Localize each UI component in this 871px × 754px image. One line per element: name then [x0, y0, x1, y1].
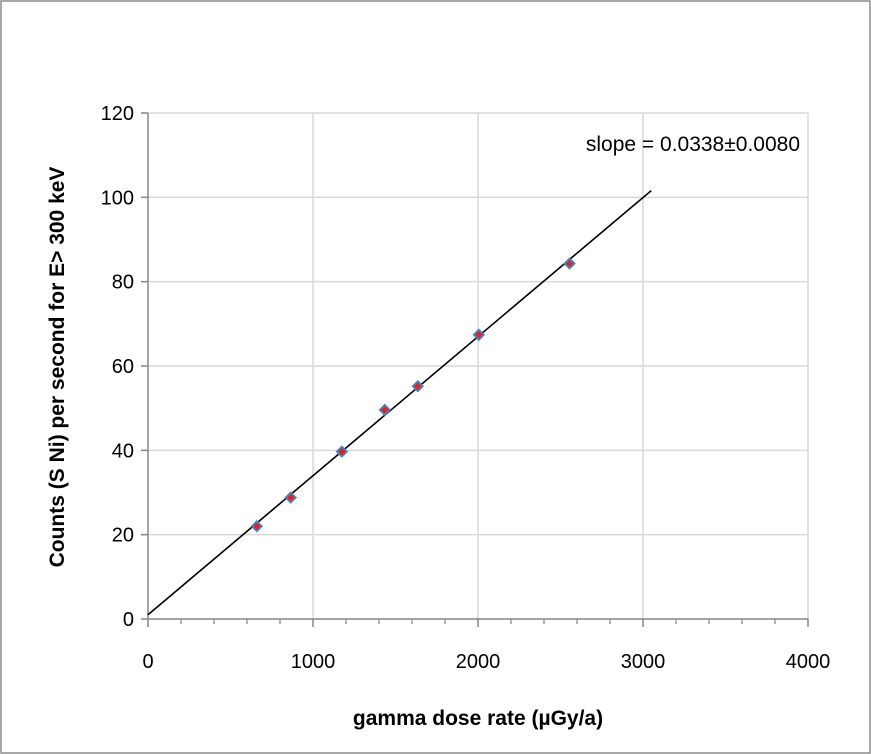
x-tick-label: 0 [142, 651, 153, 673]
data-point [335, 445, 349, 458]
data-point [250, 519, 264, 533]
y-axis-title: Counts (S Ni) per second for E> 300 keV [46, 167, 69, 568]
axes [141, 112, 809, 627]
y-tick-label: 120 [101, 103, 134, 125]
y-tick-label: 80 [112, 272, 134, 294]
x-tick-label: 4000 [786, 651, 831, 673]
data-point [411, 379, 425, 393]
y-tick-label: 40 [112, 440, 134, 462]
tick-labels: 0 20 40 60 80 100 120 0 1000 2000 3000 4000 [101, 103, 831, 673]
data-point [284, 491, 297, 504]
y-tick-label: 100 [101, 187, 134, 209]
x-tick-label: 2000 [456, 651, 501, 673]
x-axis-title: gamma dose rate (µGy/a) [353, 707, 603, 730]
y-tick-label: 60 [112, 356, 134, 378]
slope-annotation: slope = 0.0338±0.0080 [586, 133, 800, 156]
data-points [250, 257, 576, 533]
data-point [472, 328, 486, 342]
x-tick-label: 3000 [621, 651, 666, 673]
y-tick-label: 20 [112, 525, 134, 547]
x-tick-label: 1000 [291, 651, 336, 673]
y-tick-label: 0 [123, 609, 134, 631]
data-point [378, 403, 392, 417]
data-point [563, 257, 576, 270]
